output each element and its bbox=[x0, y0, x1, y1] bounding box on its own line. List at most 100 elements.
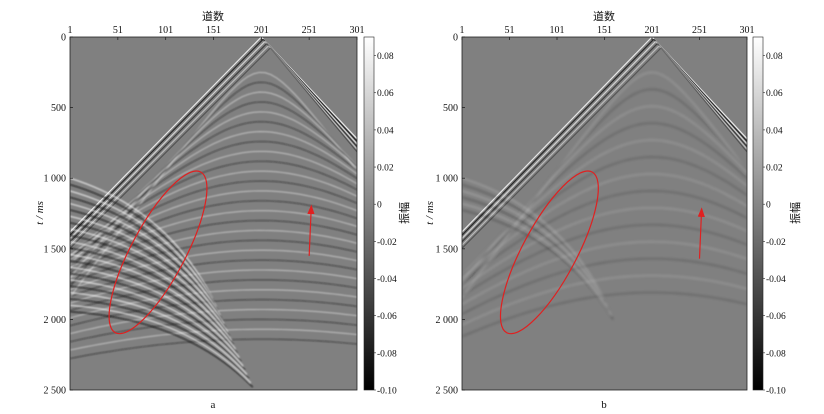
reflection-curve bbox=[70, 170, 357, 256]
colorbar-label: 振幅 bbox=[397, 202, 411, 224]
coherent-noise bbox=[462, 177, 614, 320]
annotation-ellipse bbox=[108, 170, 208, 335]
coherent-noise bbox=[70, 177, 254, 388]
colorbar-tick-label: 0.02 bbox=[377, 164, 394, 174]
noise-curve bbox=[70, 228, 229, 333]
noise-curve bbox=[70, 247, 235, 346]
reflection-curve bbox=[70, 229, 357, 279]
x-tick-label: 201 bbox=[254, 25, 269, 36]
panel-caption: a bbox=[211, 399, 216, 411]
y-tick-label: 1 500 bbox=[44, 244, 67, 255]
colorbar-b bbox=[752, 36, 764, 391]
noise-curve bbox=[70, 202, 221, 316]
noise-curve bbox=[70, 285, 246, 371]
y-tick-label: 0 bbox=[453, 33, 458, 44]
colorbar-tick-label: 0.06 bbox=[377, 89, 394, 99]
noise-curve bbox=[70, 304, 252, 384]
y-axis-ticks-a: 0 500 1 000 1 500 2 000 2 500 bbox=[44, 33, 73, 397]
noise-curve bbox=[70, 215, 225, 325]
noise-curve bbox=[70, 183, 216, 303]
x-tick-label: 251 bbox=[302, 25, 317, 36]
direct-arrival bbox=[462, 45, 747, 246]
reflection-curve bbox=[70, 180, 357, 258]
noise-curve bbox=[70, 253, 237, 350]
y-tick-label: 2 500 bbox=[44, 386, 67, 397]
y-tick-label: 2 000 bbox=[44, 315, 67, 326]
x-tick-label: 301 bbox=[740, 25, 755, 36]
x-tick-label: 251 bbox=[692, 25, 707, 36]
x-axis-ticks-b: 1 51 101 151 201 251 301 bbox=[460, 25, 755, 40]
reflection-curve bbox=[462, 275, 747, 326]
colorbar-tick-label: -0.10 bbox=[377, 387, 397, 397]
y-tick-label: 2 500 bbox=[436, 386, 459, 397]
noise-curve bbox=[462, 196, 610, 312]
x-tick-label: 51 bbox=[113, 25, 123, 36]
reflection-curve bbox=[70, 220, 357, 273]
noise-curve bbox=[70, 177, 214, 299]
colorbar-tick-label: -0.02 bbox=[766, 238, 786, 248]
seismic-events-a bbox=[70, 37, 357, 388]
noise-curve bbox=[70, 279, 244, 367]
noise-curve bbox=[462, 177, 604, 299]
colorbar-tick-label: 0.04 bbox=[377, 126, 394, 136]
noise-curve bbox=[70, 190, 217, 308]
reflection-curve bbox=[70, 190, 357, 261]
reflection-curve bbox=[70, 131, 357, 258]
noise-curve bbox=[70, 196, 219, 312]
reflection-curve bbox=[462, 190, 747, 283]
colorbar-a bbox=[363, 36, 375, 391]
noise-curve bbox=[70, 221, 227, 329]
y-tick-label: 2 000 bbox=[436, 315, 459, 326]
annotation-arrow bbox=[697, 207, 705, 259]
reflection-curve bbox=[462, 139, 747, 276]
reflection-curve bbox=[70, 160, 357, 255]
y-axis-title: t / ms bbox=[34, 201, 46, 225]
colorbar-tick-label: -0.06 bbox=[377, 312, 397, 322]
reflection-curve bbox=[70, 140, 357, 256]
colorbar-ticks-b: 0.08 0.06 0.04 0.02 0 -0.02 -0.04 -0.06 … bbox=[763, 52, 786, 397]
colorbar-tick-label: 0.08 bbox=[377, 52, 394, 62]
reflection-curve bbox=[462, 156, 747, 276]
y-tick-label: 1 000 bbox=[436, 174, 459, 185]
reflection-curve bbox=[70, 71, 357, 298]
y-tick-label: 1 000 bbox=[44, 174, 67, 185]
y-tick-label: 1 500 bbox=[436, 244, 459, 255]
x-tick-label: 101 bbox=[158, 25, 173, 36]
y-tick-label: 0 bbox=[61, 33, 66, 44]
colorbar-tick-label: -0.10 bbox=[766, 387, 786, 397]
y-axis-title: t / ms bbox=[424, 201, 436, 225]
colorbar-tick-label: 0.08 bbox=[766, 52, 783, 62]
panel-a: 道数 1 51 101 151 201 251 301 0 500 1 000 … bbox=[34, 9, 411, 411]
noise-curve bbox=[70, 291, 248, 375]
colorbar-tick-label: -0.04 bbox=[377, 275, 397, 285]
panel-caption: b bbox=[601, 399, 607, 411]
direct-arrival bbox=[70, 45, 357, 246]
x-tick-label: 51 bbox=[505, 25, 515, 36]
noise-curve bbox=[70, 266, 240, 358]
reflection-curve bbox=[462, 173, 747, 279]
reflection-curve bbox=[70, 210, 357, 269]
noise-curve bbox=[70, 209, 223, 320]
reflection-curve bbox=[70, 259, 357, 297]
x-tick-label: 1 bbox=[460, 25, 465, 36]
colorbar-ticks-a: 0.08 0.06 0.04 0.02 0 -0.02 -0.04 -0.06 … bbox=[374, 52, 397, 397]
y-tick-label: 500 bbox=[443, 103, 458, 114]
panel-b: 道数 1 51 101 151 201 251 301 0 500 1 000 … bbox=[424, 9, 802, 411]
noise-curve bbox=[462, 190, 608, 307]
colorbar-tick-label: 0.06 bbox=[766, 89, 783, 99]
colorbar-tick-label: -0.02 bbox=[377, 238, 397, 248]
x-axis-title: 道数 bbox=[593, 9, 615, 23]
y-axis-ticks-b: 0 500 1 000 1 500 2 000 2 500 bbox=[436, 33, 465, 397]
noise-curve bbox=[70, 234, 231, 337]
x-tick-label: 101 bbox=[550, 25, 565, 36]
colorbar-tick-label: -0.06 bbox=[766, 312, 786, 322]
noise-curve bbox=[70, 241, 233, 341]
direct-arrival bbox=[462, 47, 747, 249]
x-tick-label: 1 bbox=[68, 25, 73, 36]
colorbar-tick-label: 0 bbox=[377, 201, 382, 211]
colorbar-tick-label: 0.02 bbox=[766, 164, 783, 174]
noise-curve bbox=[462, 184, 606, 303]
colorbar-tick-label: 0 bbox=[766, 201, 771, 211]
reflection-curve bbox=[462, 292, 747, 337]
x-axis-title: 道数 bbox=[202, 9, 224, 23]
